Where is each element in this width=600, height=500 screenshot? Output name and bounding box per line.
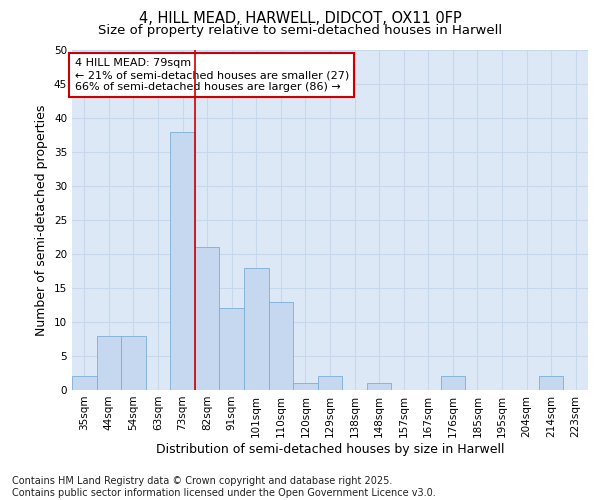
Text: Size of property relative to semi-detached houses in Harwell: Size of property relative to semi-detach… xyxy=(98,24,502,37)
Bar xyxy=(318,376,342,390)
Bar xyxy=(244,268,269,390)
Text: 4, HILL MEAD, HARWELL, DIDCOT, OX11 0FP: 4, HILL MEAD, HARWELL, DIDCOT, OX11 0FP xyxy=(139,11,461,26)
Bar xyxy=(72,376,97,390)
Bar xyxy=(367,383,391,390)
Bar xyxy=(440,376,465,390)
Bar xyxy=(195,247,220,390)
Bar xyxy=(220,308,244,390)
Text: 4 HILL MEAD: 79sqm
← 21% of semi-detached houses are smaller (27)
66% of semi-de: 4 HILL MEAD: 79sqm ← 21% of semi-detache… xyxy=(74,58,349,92)
Y-axis label: Number of semi-detached properties: Number of semi-detached properties xyxy=(35,104,49,336)
Bar xyxy=(97,336,121,390)
Text: Contains HM Land Registry data © Crown copyright and database right 2025.
Contai: Contains HM Land Registry data © Crown c… xyxy=(12,476,436,498)
Bar xyxy=(539,376,563,390)
Bar xyxy=(121,336,146,390)
Bar xyxy=(170,132,195,390)
X-axis label: Distribution of semi-detached houses by size in Harwell: Distribution of semi-detached houses by … xyxy=(156,442,504,456)
Bar xyxy=(269,302,293,390)
Bar xyxy=(293,383,318,390)
